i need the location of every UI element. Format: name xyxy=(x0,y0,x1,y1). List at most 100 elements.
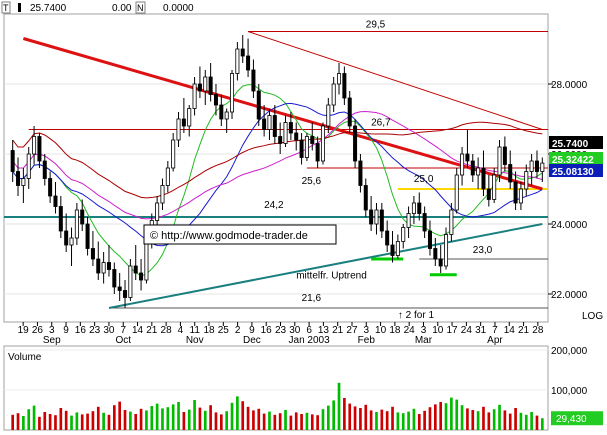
level-label: 24,2 xyxy=(264,200,284,211)
candle-body xyxy=(112,269,117,288)
uptrend-label: mittelfr. Uptrend xyxy=(296,270,367,281)
date-tick-label: 23 xyxy=(275,325,287,336)
candle-body xyxy=(197,83,202,92)
price-box xyxy=(549,152,603,165)
month-label: Oct xyxy=(115,335,131,346)
date-axis: 19 26 3 9 16 23 30 7 14 21 28 4 11 18 25 2 9 16 23 30 6 13 21 2… xyxy=(18,322,544,346)
watermark-text: © http://www.godmode-trader.de xyxy=(150,230,308,242)
annotation-labels: 29,5 26,7 25,6 25,0 24,2 23,0 21,6 mittelfr. Up… xyxy=(264,20,493,322)
candle-body xyxy=(128,265,133,298)
candle-body xyxy=(320,125,325,162)
header-volume-value: 0.0000 xyxy=(163,3,194,14)
date-tick-label: 13 xyxy=(318,325,330,336)
candle-body xyxy=(379,209,384,232)
price-box-label: 25.7400 xyxy=(552,139,589,150)
date-tick-label: 6 xyxy=(306,325,312,336)
candle-body xyxy=(411,202,416,214)
candle-body xyxy=(213,94,218,106)
moving-average-long xyxy=(12,110,543,220)
date-tick-label: 11 xyxy=(190,325,201,336)
candle-body xyxy=(476,167,481,176)
month-label: Jan 2003 xyxy=(289,335,331,346)
candle-body xyxy=(524,171,529,190)
split-label: ↑ 2 for 1 xyxy=(398,310,435,321)
candle-body xyxy=(165,167,170,186)
candle-body xyxy=(438,258,443,267)
candle-body xyxy=(16,171,21,186)
candle-body xyxy=(58,206,63,232)
date-tick-label: 30 xyxy=(103,325,115,336)
candle-body xyxy=(37,136,42,162)
candle-body xyxy=(10,150,15,172)
candle-body xyxy=(219,104,224,120)
candle-body xyxy=(256,90,261,120)
candle-body xyxy=(74,209,79,239)
price-box xyxy=(549,164,603,177)
date-tick-label: 3 xyxy=(364,325,370,336)
candle-body xyxy=(171,139,176,169)
date-tick-label: 18 xyxy=(389,325,401,336)
candle-body xyxy=(48,178,53,197)
price-box-label: 25.32422 xyxy=(552,155,594,166)
candle-body xyxy=(304,136,309,158)
candle-body xyxy=(395,241,400,256)
date-tick-label: 10 xyxy=(375,325,387,336)
volume-tick-label: 200,000 xyxy=(551,346,588,357)
header-price: 25.7400 xyxy=(30,3,67,14)
candle-body xyxy=(32,136,37,155)
date-tick-label: 17 xyxy=(447,325,459,336)
channel-line xyxy=(247,31,543,130)
candle-body xyxy=(42,160,47,179)
candle-body xyxy=(144,241,149,281)
candle-body xyxy=(106,262,111,270)
price-tick-label: 22.0000 xyxy=(551,290,588,301)
downtrend-line xyxy=(22,37,543,191)
candle-body xyxy=(272,115,277,137)
month-label: Feb xyxy=(358,335,376,346)
date-tick-label: 14 xyxy=(132,325,144,336)
date-tick-label: 3 xyxy=(49,325,55,336)
candle-body xyxy=(310,136,315,144)
date-tick-label: 10 xyxy=(432,325,444,336)
candle-body xyxy=(358,160,363,186)
candles xyxy=(10,35,545,308)
candle-body xyxy=(385,230,390,246)
month-label: Sep xyxy=(43,335,61,346)
candle-body xyxy=(176,118,181,141)
last-volume-box xyxy=(551,411,603,426)
moving-average-medium xyxy=(12,102,543,247)
date-tick-label: 18 xyxy=(203,325,215,336)
date-tick-label: 26 xyxy=(32,325,44,336)
date-tick-label: 16 xyxy=(75,325,87,336)
price-tick-label: 28.0000 xyxy=(551,80,588,91)
candle-body xyxy=(53,195,58,207)
candle-body xyxy=(262,118,267,130)
candle-body xyxy=(401,227,406,242)
candle-body xyxy=(486,188,491,200)
candle-body xyxy=(181,118,186,127)
uptrend-line xyxy=(108,223,543,309)
price-axis: 22.000024.000026.000028.0000100,000200,0… xyxy=(548,80,603,397)
candle-body xyxy=(390,244,395,256)
date-tick-label: 23 xyxy=(89,325,101,336)
candle-body xyxy=(492,174,497,200)
header-change: 0.00 xyxy=(112,3,132,14)
month-label: Nov xyxy=(186,335,204,346)
candle-body xyxy=(203,76,208,92)
candle-body xyxy=(518,188,523,204)
candle-body xyxy=(449,209,454,235)
month-label: Mar xyxy=(415,335,433,346)
date-tick-label: 27 xyxy=(346,325,358,336)
candle-body xyxy=(192,83,197,109)
date-tick-label: 19 xyxy=(18,325,30,336)
candle-body xyxy=(101,262,106,274)
candle-body xyxy=(353,125,358,162)
candle-body xyxy=(460,153,465,176)
price-box xyxy=(549,136,603,149)
level-label: 25,0 xyxy=(414,174,434,185)
candle-body xyxy=(96,258,101,274)
volume-tick-label: 100,000 xyxy=(551,386,588,397)
log-label: LOG xyxy=(582,311,603,322)
date-tick-label: 2 xyxy=(235,325,241,336)
candle-body xyxy=(315,143,320,162)
